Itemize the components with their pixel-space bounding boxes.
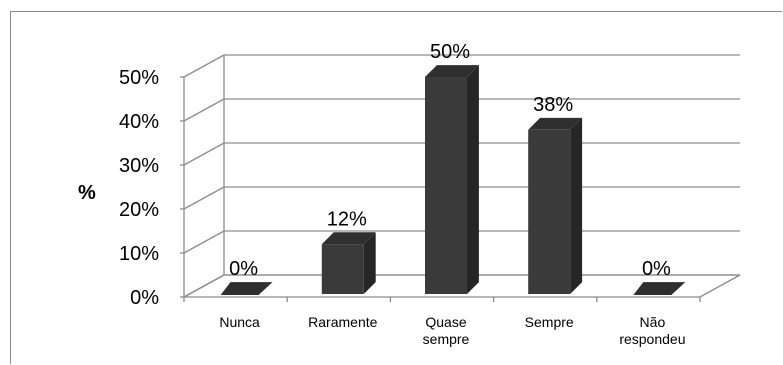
x-tick-label: respondeu — [619, 331, 685, 347]
bar — [425, 77, 467, 294]
y-tick-label: 50% — [119, 67, 159, 89]
y-tick-label: 0% — [130, 287, 159, 309]
side-gridline — [183, 186, 225, 210]
x-tick-label: sempre — [423, 331, 470, 347]
bar — [321, 244, 364, 294]
chart-floor — [183, 274, 741, 298]
side-gridline — [183, 142, 225, 166]
data-label: 12% — [327, 208, 367, 230]
y-tick-label: 30% — [119, 155, 159, 177]
data-label: 0% — [229, 258, 258, 280]
bar-side — [363, 232, 376, 294]
bar-side — [570, 117, 583, 295]
bar-top — [321, 232, 376, 245]
y-axis-label: % — [78, 182, 96, 204]
y-tick-label: 10% — [119, 243, 159, 265]
x-tick-label: Quase — [425, 314, 466, 330]
y-tick-label: 40% — [119, 111, 159, 133]
bar-top — [528, 117, 583, 130]
x-tick-label: Não — [640, 314, 666, 330]
x-tick-label: Raramente — [308, 314, 377, 330]
data-label: 50% — [430, 41, 470, 63]
bar — [633, 282, 686, 295]
bars-layer — [220, 65, 686, 295]
data-label: 0% — [642, 258, 671, 280]
data-label: 38% — [533, 94, 573, 116]
bar — [220, 282, 273, 295]
side-gridline — [183, 54, 225, 78]
axis-layer — [180, 55, 701, 302]
chart-frame — [10, 11, 782, 364]
grid-layer — [183, 54, 741, 298]
side-gridline — [183, 98, 225, 122]
x-tick-label: Nunca — [219, 314, 260, 330]
bar — [528, 129, 571, 294]
labels-layer: 0% 10% 20% 30% 40% 50% 0% Nunca 12% Raramente 50% Q… — [119, 41, 686, 347]
x-tick-label: Sempre — [525, 314, 574, 330]
y-tick-label: 20% — [119, 199, 159, 221]
side-gridline — [183, 230, 225, 254]
bar-top — [425, 65, 479, 77]
bar-side — [467, 65, 479, 294]
